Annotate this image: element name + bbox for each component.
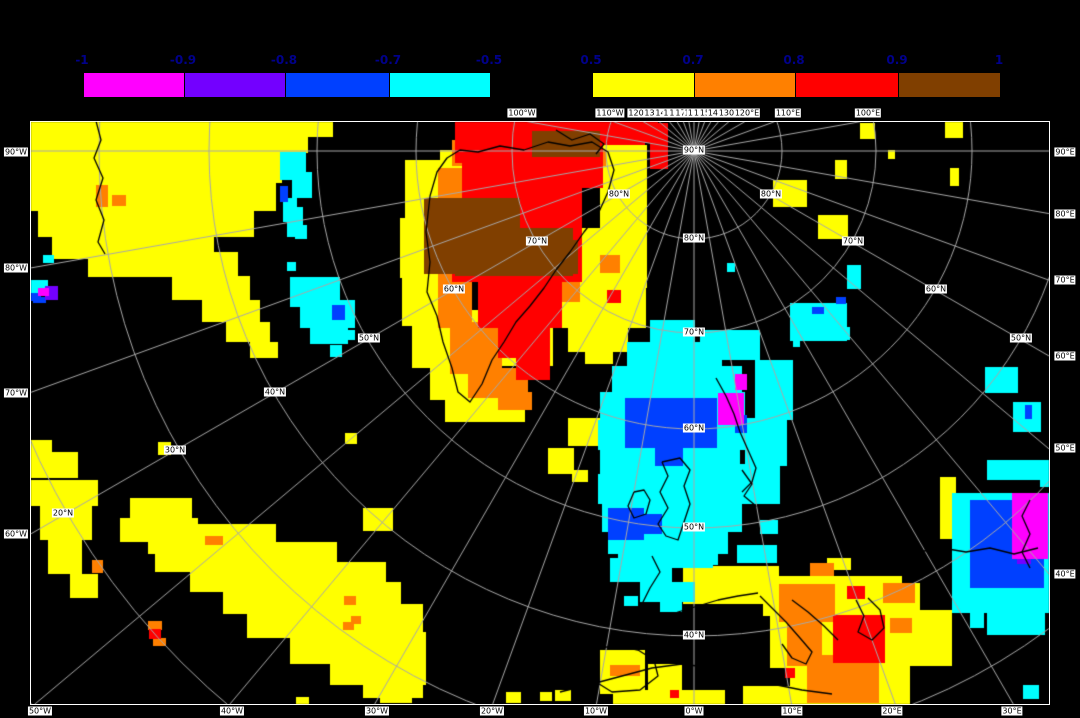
top-longitude-label: 100°W	[507, 108, 537, 118]
latitude-grid-label: 60°N	[682, 423, 706, 433]
negative-colorbar-tick-label: -0.9	[169, 53, 197, 67]
right-longitude-label: 80°E	[1054, 209, 1076, 219]
latitude-grid-label: 80°N	[682, 233, 706, 243]
negative-colorbar-tick-label: -0.5	[475, 53, 503, 67]
bottom-longitude-label: 30°E	[1001, 706, 1023, 716]
bottom-longitude-label: 20°E	[881, 706, 903, 716]
latitude-grid-label: 20°N	[51, 508, 75, 518]
latitude-grid-label: 50°N	[682, 522, 706, 532]
latitude-grid-label: 80°N	[607, 189, 631, 199]
positive-colorbar-tick-label: 1	[994, 53, 1004, 67]
top-longitude-label: 110°E	[774, 108, 802, 118]
latitude-grid-label: 50°N	[1009, 333, 1033, 343]
bottom-longitude-label: 40°W	[219, 706, 245, 716]
bottom-longitude-label: 20°W	[479, 706, 505, 716]
positive-colorbar-tick-label: 0.8	[783, 53, 805, 67]
top-longitude-label: 120°W	[627, 108, 657, 118]
latitude-grid-label: 90°N	[682, 145, 706, 155]
left-longitude-label: 90°W	[3, 147, 29, 157]
right-longitude-label: 90°E	[1054, 147, 1076, 157]
bottom-longitude-label: 30°W	[364, 706, 390, 716]
latitude-grid-label: 40°N	[682, 630, 706, 640]
top-longitude-label: 130°E	[717, 108, 745, 118]
positive-colorbar-tick-label: 0.7	[682, 53, 704, 67]
latitude-grid-label: 80°N	[759, 189, 783, 199]
latitude-grid-label: 60°N	[924, 284, 948, 294]
negative-colorbar-tick-label: -1	[75, 53, 89, 67]
left-longitude-label: 80°W	[3, 263, 29, 273]
right-longitude-label: 70°E	[1054, 275, 1076, 285]
left-longitude-label: 60°W	[3, 529, 29, 539]
bottom-longitude-label: 10°E	[781, 706, 803, 716]
left-longitude-label: 70°W	[3, 388, 29, 398]
top-longitude-label: 120°E	[733, 108, 761, 118]
top-longitude-label: 110°W	[595, 108, 625, 118]
negative-colorbar-tick-label: -0.7	[374, 53, 402, 67]
latitude-grid-label: 50°N	[357, 333, 381, 343]
latitude-grid-label: 70°N	[682, 327, 706, 337]
latitude-grid-label: 60°N	[442, 284, 466, 294]
latitude-grid-label: 40°N	[263, 387, 287, 397]
right-longitude-label: 40°E	[1054, 569, 1076, 579]
negative-colorbar-tick-label: -0.8	[270, 53, 298, 67]
positive-colorbar-tick-label: 0.9	[886, 53, 908, 67]
bottom-longitude-label: 50°W	[27, 706, 53, 716]
latitude-grid-label: 30°N	[163, 445, 187, 455]
bottom-longitude-label: 10°W	[583, 706, 609, 716]
latitude-grid-label: 70°N	[525, 236, 549, 246]
right-longitude-label: 60°E	[1054, 351, 1076, 361]
positive-colorbar-tick-label: 0.5	[580, 53, 602, 67]
bottom-longitude-label: 0°W	[684, 706, 704, 716]
top-longitude-label: 100°E	[854, 108, 882, 118]
latitude-grid-label: 70°N	[841, 236, 865, 246]
right-longitude-label: 50°E	[1054, 443, 1076, 453]
